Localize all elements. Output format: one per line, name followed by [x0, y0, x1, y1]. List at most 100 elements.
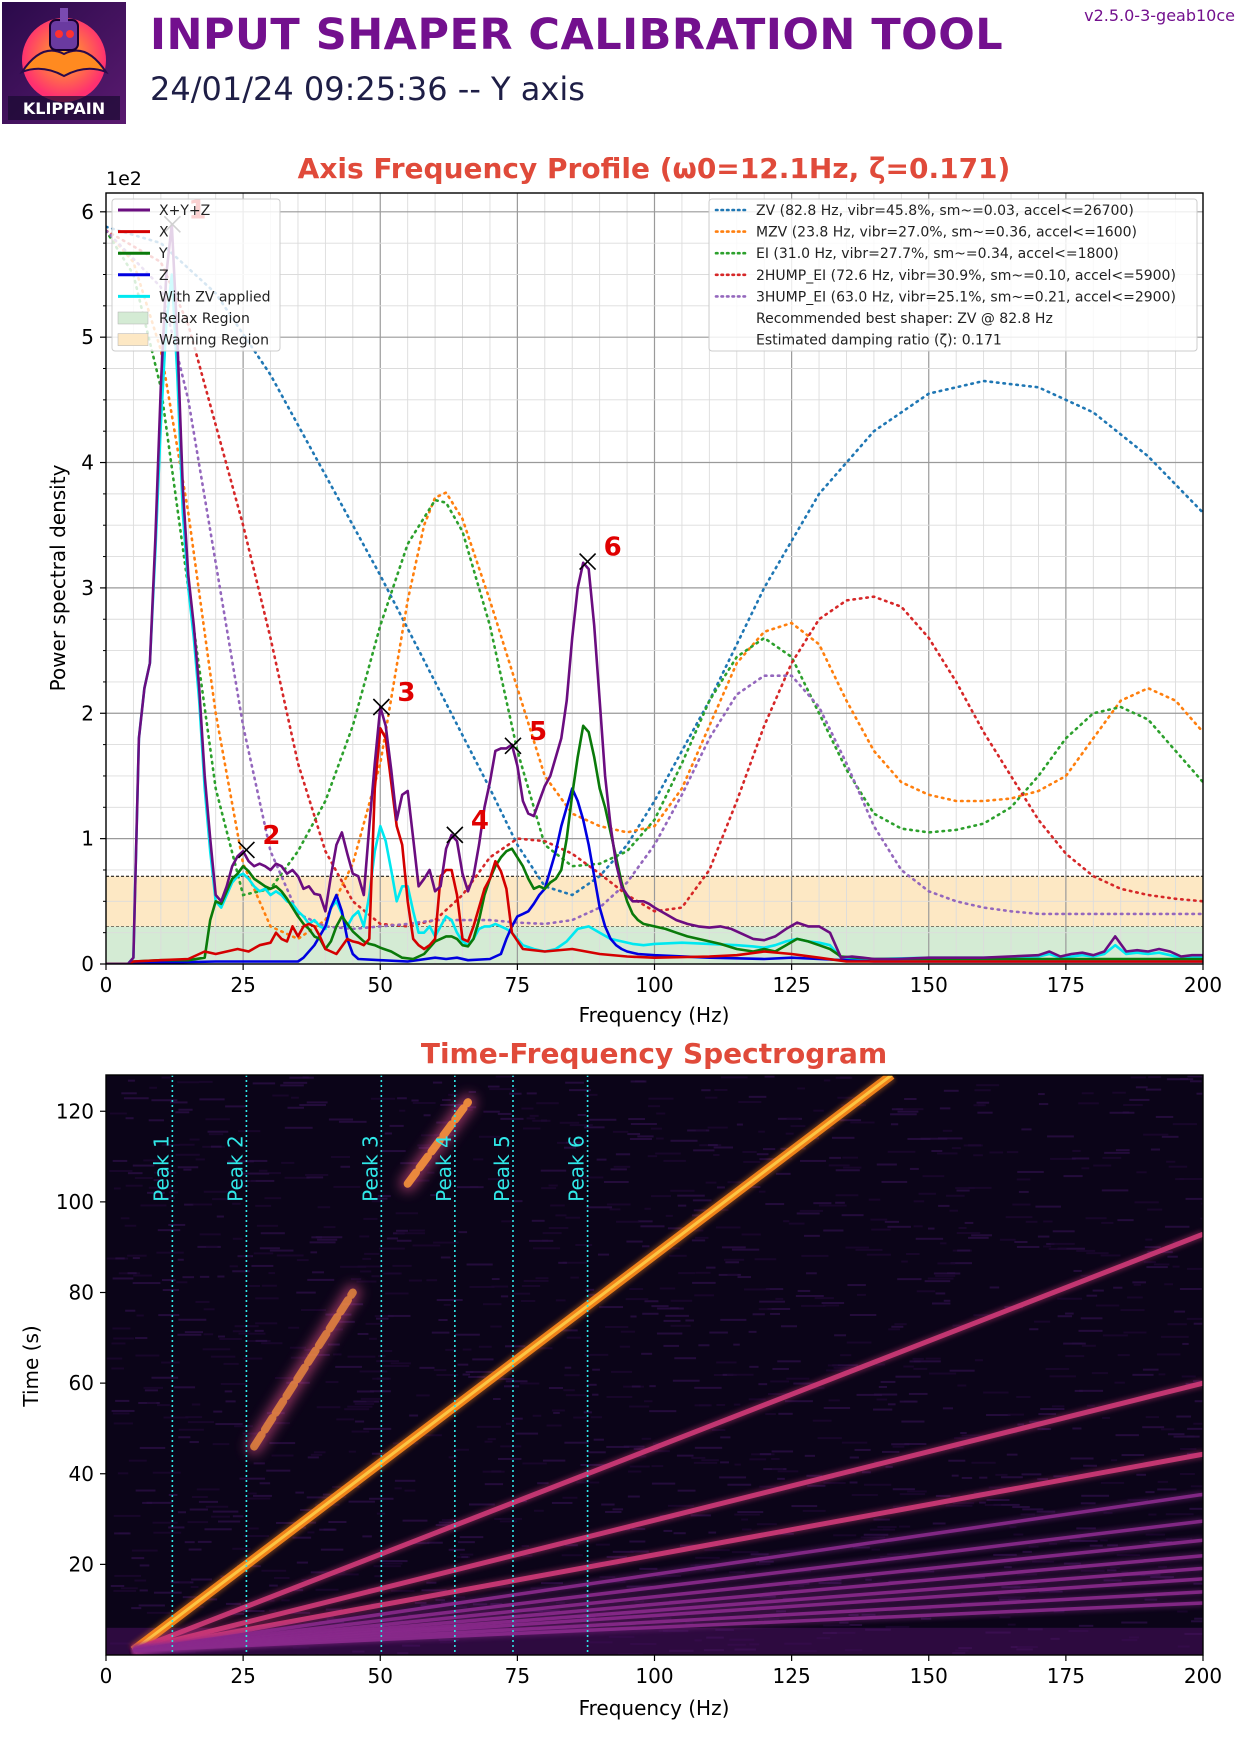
- spectro-noise-dot: [521, 1544, 529, 1547]
- spectro-noise-dot: [694, 1404, 712, 1407]
- spectro-noise-dot: [136, 1314, 144, 1317]
- spectro-noise-dot: [152, 1521, 178, 1524]
- spectro-noise-dot: [366, 1400, 375, 1403]
- spectro-noise-dot: [128, 1459, 147, 1462]
- spectro-noise-dot: [154, 1171, 177, 1174]
- spectro-noise-dot: [148, 1119, 165, 1122]
- psd-ytick-label: 0: [81, 952, 94, 976]
- spectro-noise-dot: [268, 1272, 276, 1275]
- spectro-noise-dot: [856, 1293, 866, 1296]
- spectro-noise-dot: [828, 1399, 840, 1402]
- spectro-noise-dot: [840, 1354, 852, 1357]
- spectro-noise-dot: [520, 1382, 540, 1385]
- spectro-noise-dot: [555, 1299, 566, 1302]
- spectro-noise-dot: [847, 1284, 866, 1287]
- spectro-noise-dot: [111, 1367, 125, 1370]
- spectro-noise-dot: [532, 1247, 561, 1250]
- spectro-noise-dot: [804, 1234, 820, 1237]
- spectro-noise-dot: [1160, 1335, 1189, 1338]
- spectro-noise-dot: [156, 1404, 170, 1407]
- spectro-noise-dot: [440, 1103, 465, 1106]
- spectro-noise-dot: [151, 1099, 178, 1102]
- spectro-noise-dot: [935, 1494, 951, 1497]
- spectro-noise-dot: [734, 1463, 741, 1466]
- spectro-noise-dot: [123, 1097, 149, 1100]
- peak-marker-2: [237, 841, 255, 859]
- spectro-noise-dot: [316, 1406, 341, 1409]
- peak-label-4: 4: [471, 806, 489, 836]
- spectro-noise-dot: [1014, 1241, 1028, 1244]
- spectro-noise-dot: [609, 1208, 621, 1211]
- spectro-noise-dot: [584, 1126, 605, 1129]
- spectro-ticks: 0 25 50 75 100 125 150 175 200 20 40 60 80 100 120: [56, 1099, 1222, 1688]
- spectro-noise-dot: [842, 1156, 859, 1159]
- spectro-noise-dot: [135, 1337, 148, 1340]
- spectro-noise-dot: [135, 1354, 160, 1357]
- spectro-noise-dot: [606, 1555, 627, 1558]
- spectro-ytick-label: 20: [69, 1552, 94, 1576]
- spectro-noise-dot: [801, 1304, 826, 1307]
- spectro-noise-dot: [299, 1104, 326, 1107]
- spectro-noise-dot: [649, 1410, 677, 1413]
- spectro-noise-dot: [550, 1204, 565, 1207]
- spectro-noise-dot: [178, 1428, 204, 1431]
- spectro-noise-dot: [187, 1421, 214, 1424]
- spectro-noise-dot: [1115, 1149, 1130, 1152]
- spectro-noise-dot: [305, 1173, 329, 1176]
- spectro-noise-dot: [924, 1280, 951, 1283]
- spectro-noise-dot: [212, 1443, 230, 1446]
- spectro-noise-dot: [643, 1400, 653, 1403]
- series-line-0: [106, 223, 1203, 964]
- spectro-noise-dot: [799, 1159, 826, 1162]
- spectro-noise-dot: [564, 1441, 589, 1444]
- spectro-noise-dot: [468, 1503, 495, 1506]
- spectro-xtick-label: 25: [230, 1664, 255, 1688]
- spectro-noise-dot: [217, 1335, 225, 1338]
- spectro-noise-dot: [114, 1532, 131, 1535]
- spectro-noise-dot: [281, 1599, 290, 1602]
- spectro-noise-dot: [147, 1191, 165, 1194]
- spectro-noise-dot: [432, 1081, 443, 1084]
- spectro-noise-dot: [288, 1326, 300, 1329]
- spectro-noise-dot: [223, 1362, 239, 1365]
- spectro-noise-dot: [812, 1419, 832, 1422]
- spectro-noise-dot: [232, 1547, 251, 1550]
- spectro-noise-dot: [1115, 1434, 1139, 1437]
- spectro-noise-dot: [1018, 1190, 1029, 1193]
- spectro-noise-dot: [500, 1445, 522, 1448]
- spectro-noise-dot: [692, 1281, 716, 1284]
- spectro-noise-dot: [383, 1272, 402, 1275]
- spectro-noise-dot: [125, 1184, 143, 1187]
- spectro-noise-dot: [113, 1337, 134, 1340]
- spectro-noise-dot: [1049, 1375, 1076, 1378]
- spectro-noise-dot: [882, 1528, 890, 1531]
- spectro-noise-dot: [642, 1245, 650, 1248]
- spectro-noise-dot: [376, 1377, 390, 1380]
- spectro-noise-dot: [355, 1420, 365, 1423]
- spectro-noise-dot: [738, 1101, 762, 1104]
- spectro-noise-dot: [639, 1567, 658, 1570]
- spectro-noise-dot: [151, 1376, 179, 1379]
- spectro-noise-dot: [229, 1265, 238, 1268]
- spectro-noise-dot: [748, 1095, 767, 1098]
- spectro-noise-dot: [1121, 1621, 1148, 1624]
- spectro-noise-dot: [541, 1187, 557, 1190]
- spectro-noise-dot: [1127, 1296, 1143, 1299]
- spectro-noise-dot: [153, 1179, 163, 1182]
- spectro-noise-dot: [499, 1520, 517, 1523]
- spectro-noise-dot: [131, 1607, 142, 1610]
- spectro-noise-dot: [1155, 1115, 1174, 1118]
- spectro-noise-dot: [427, 1541, 443, 1544]
- legend-left-label: Y: [158, 246, 168, 262]
- spectro-noise-dot: [956, 1232, 981, 1235]
- spectro-noise-dot: [306, 1101, 328, 1104]
- spectro-noise-dot: [741, 1233, 761, 1236]
- spectro-noise-dot: [743, 1160, 761, 1163]
- spectro-noise-dot: [133, 1274, 152, 1277]
- spectro-noise-dot: [1150, 1576, 1174, 1579]
- spectro-noise-dot: [665, 1314, 689, 1317]
- spectro-noise-dot: [1104, 1151, 1130, 1154]
- spectro-noise-dot: [986, 1414, 1011, 1417]
- spectro-noise-dot: [863, 1533, 889, 1536]
- spectro-noise-dot: [414, 1601, 427, 1604]
